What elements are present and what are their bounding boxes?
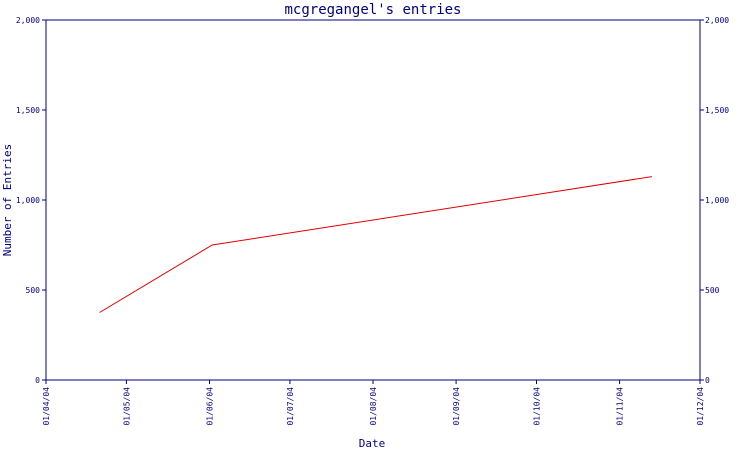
chart-title: mcgregangel's entries xyxy=(284,2,461,18)
x-tick-label: 01/09/04 xyxy=(452,387,461,426)
x-tick-label: 01/04/04 xyxy=(42,387,51,426)
y-tick-label-right: 1,500 xyxy=(705,106,729,115)
y-tick-label-left: 2,000 xyxy=(16,16,40,25)
x-axis-title: Date xyxy=(359,437,386,450)
y-tick-label-right: 500 xyxy=(705,286,720,295)
y-tick-label-left: 1,000 xyxy=(16,196,40,205)
y-tick-label-right: 1,000 xyxy=(705,196,729,205)
y-tick-label-left: 1,500 xyxy=(16,106,40,115)
x-tick-label: 01/10/04 xyxy=(533,387,542,426)
x-tick-label: 01/06/04 xyxy=(206,387,215,426)
y-tick-label-right: 0 xyxy=(705,376,710,385)
x-tick-label: 01/08/04 xyxy=(369,387,378,426)
series-layer xyxy=(99,176,652,313)
x-tick-label: 01/07/04 xyxy=(286,387,295,426)
y-axis-right: 0 500 1,000 1,500 2,000 xyxy=(700,16,729,385)
y-axis-left: 0 500 1,000 1,500 2,000 xyxy=(16,16,46,385)
y-axis-title: Number of Entries xyxy=(1,144,14,257)
y-tick-label-right: 2,000 xyxy=(705,16,729,25)
x-tick-label: 01/12/04 xyxy=(696,387,705,426)
y-tick-label-left: 500 xyxy=(26,286,41,295)
plot-area xyxy=(45,19,701,381)
y-tick-label-left: 0 xyxy=(35,376,40,385)
x-axis: 01/04/04 01/05/04 01/06/04 01/07/04 01/08/04… xyxy=(42,380,705,426)
x-tick-label: 01/11/04 xyxy=(616,387,625,426)
series-line xyxy=(99,176,652,313)
x-tick-label: 01/05/04 xyxy=(122,387,131,426)
